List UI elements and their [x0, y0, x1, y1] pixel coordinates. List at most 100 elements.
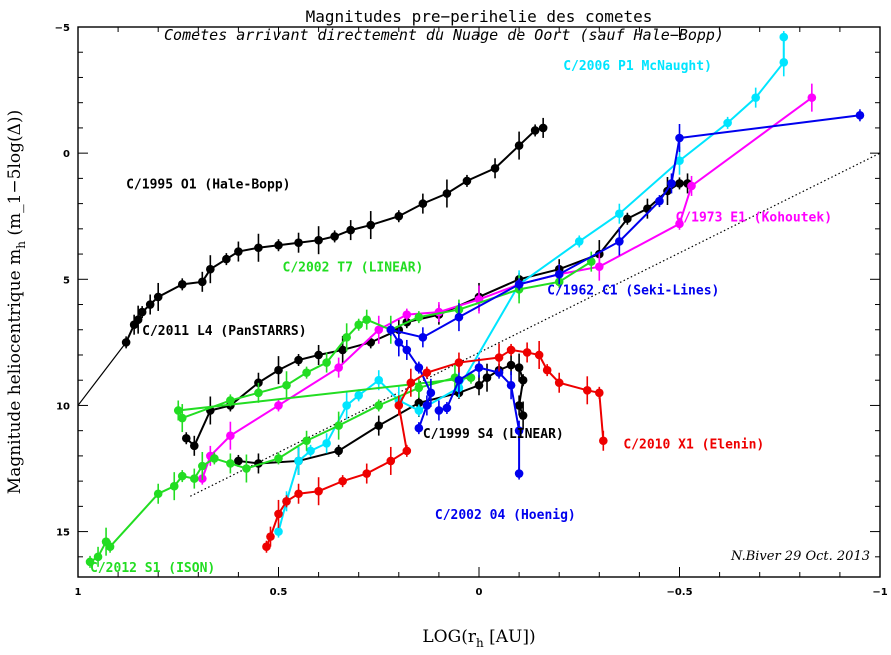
- data-point: [133, 315, 143, 324]
- data-point: [494, 368, 504, 377]
- data-point: [514, 363, 524, 372]
- data-point: [177, 413, 187, 423]
- series-label: C/2010 X1 (Elenin): [623, 437, 764, 452]
- data-point: [93, 552, 103, 562]
- data-point: [414, 383, 424, 393]
- data-point: [302, 436, 311, 446]
- series-label: C/1973 E1 (Kohoutek): [675, 210, 832, 225]
- data-point: [306, 446, 315, 456]
- data-point: [322, 358, 331, 367]
- axes: 1 0.5 0 −0.5 −1 −5 0 5 10 15: [55, 23, 888, 598]
- data-point: [474, 380, 484, 390]
- data-point: [462, 176, 472, 186]
- x-tick-label: 0: [476, 587, 483, 598]
- data-point: [254, 243, 263, 253]
- data-point: [242, 464, 251, 473]
- data-point: [137, 307, 147, 317]
- data-point: [414, 406, 424, 415]
- series-line: [388, 114, 861, 429]
- data-point: [667, 179, 676, 188]
- data-point: [302, 368, 311, 377]
- series-line: [438, 366, 521, 474]
- comet-series: [386, 109, 865, 435]
- data-point: [177, 471, 187, 481]
- data-point: [105, 542, 115, 552]
- data-point: [506, 345, 516, 355]
- data-point: [314, 235, 323, 245]
- data-point: [466, 373, 476, 382]
- data-point: [226, 431, 235, 441]
- comet-series: [181, 319, 404, 456]
- data-point: [454, 375, 464, 385]
- data-point: [514, 280, 524, 289]
- data-point: [254, 388, 263, 398]
- data-point: [210, 454, 219, 463]
- data-point: [855, 111, 865, 120]
- data-point: [374, 401, 384, 410]
- x-tick-label: 0.5: [270, 587, 288, 598]
- data-point: [530, 126, 540, 135]
- data-point: [402, 310, 412, 319]
- data-point: [386, 325, 396, 335]
- series-group: [85, 31, 865, 568]
- data-point: [623, 214, 632, 224]
- data-point: [454, 358, 464, 367]
- data-point: [342, 401, 351, 410]
- data-point: [362, 469, 372, 478]
- data-point: [643, 204, 652, 213]
- data-point: [554, 378, 564, 388]
- data-point: [418, 199, 428, 208]
- data-point: [145, 300, 155, 309]
- data-point: [534, 350, 544, 360]
- data-point: [294, 456, 303, 466]
- series-line: [185, 328, 400, 448]
- series-label: C/1995 O1 (Hale-Bopp): [126, 177, 290, 192]
- series-line: [406, 182, 688, 324]
- data-point: [374, 375, 384, 385]
- data-point: [595, 388, 604, 398]
- data-point: [494, 353, 504, 362]
- data-point: [366, 220, 376, 230]
- data-point: [474, 363, 484, 372]
- y-tick-label: 10: [56, 401, 70, 412]
- data-point: [330, 232, 339, 241]
- data-point: [121, 338, 131, 347]
- data-point: [675, 133, 684, 143]
- data-point: [506, 360, 516, 370]
- data-point: [538, 123, 548, 133]
- data-point: [374, 421, 384, 430]
- data-point: [518, 375, 528, 385]
- data-point: [514, 401, 524, 410]
- y-tick-label: 0: [63, 149, 70, 160]
- data-point: [554, 269, 564, 279]
- data-point: [434, 406, 444, 415]
- data-point: [153, 292, 163, 302]
- data-point: [338, 345, 347, 355]
- data-point: [282, 380, 291, 390]
- data-point: [414, 363, 424, 372]
- data-point: [514, 469, 524, 478]
- data-point: [189, 474, 199, 483]
- y-tick-label: 5: [63, 275, 70, 286]
- data-point: [615, 209, 624, 218]
- data-point: [374, 325, 384, 335]
- data-point: [586, 257, 596, 266]
- series-label: C/2002 04 (Hoenig): [435, 508, 576, 523]
- chart-subtitle: Cometes arrivant directement du Nuage de…: [164, 26, 724, 44]
- data-point: [354, 320, 364, 330]
- data-point: [346, 225, 355, 235]
- data-point: [274, 509, 283, 519]
- data-point: [234, 456, 243, 466]
- data-point: [394, 338, 404, 347]
- data-point: [177, 280, 187, 289]
- data-point: [394, 211, 404, 221]
- y-tick-label: 15: [56, 528, 70, 539]
- data-point: [402, 345, 412, 355]
- x-axis-label: LOG(rh [AU]): [422, 627, 535, 650]
- data-point: [615, 237, 624, 246]
- data-point: [675, 156, 684, 166]
- comet-series: [121, 117, 548, 349]
- data-point: [198, 461, 207, 471]
- data-point: [314, 350, 323, 360]
